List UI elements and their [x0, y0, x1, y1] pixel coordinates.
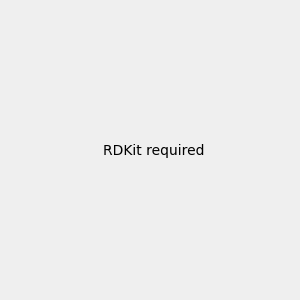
Text: RDKit required: RDKit required [103, 145, 205, 158]
